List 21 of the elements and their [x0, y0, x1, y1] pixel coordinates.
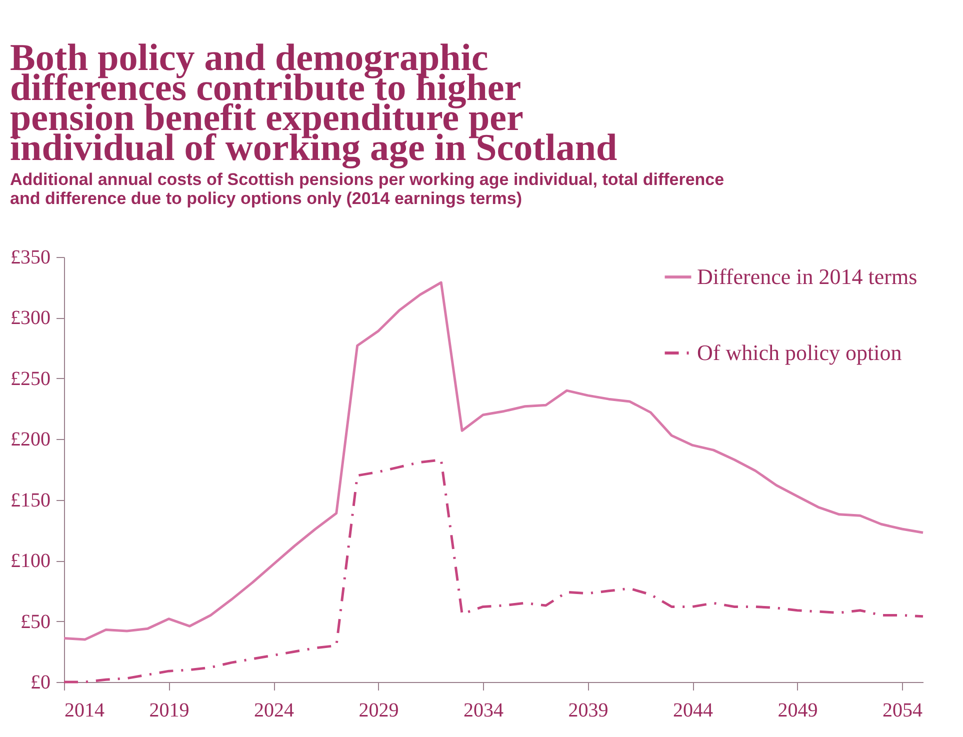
- legend-label: Difference in 2014 terms: [697, 264, 918, 289]
- y-tick-label: £300: [10, 307, 50, 330]
- y-tick-label: £100: [10, 550, 50, 572]
- legend-label: Of which policy option: [697, 340, 902, 365]
- y-tick-label: £200: [10, 428, 50, 451]
- y-tick-label: £50: [20, 610, 50, 633]
- y-tick-label: £250: [10, 368, 50, 390]
- chart-subtitle: Additional annual costs of Scottish pensions per working age individual, total difference and difference due to policy options only (2014 earnings terms): [10, 170, 724, 208]
- y-tick-label: £350: [10, 246, 50, 268]
- chart-title: Both policy and demographic differences contribute to higher pension benefit expenditure per individual of working age in Scotland: [10, 37, 618, 169]
- y-tick-label: £0: [30, 672, 50, 694]
- x-tick-label: 2044: [673, 700, 714, 722]
- x-tick-label: 2014: [64, 700, 104, 722]
- x-tick-label: 2039: [568, 700, 608, 722]
- y-tick-label: £150: [10, 489, 50, 512]
- x-tick-label: 2019: [149, 700, 190, 722]
- x-tick-label: 2029: [358, 700, 399, 722]
- x-tick-label: 2049: [778, 700, 818, 722]
- x-tick-label: 2024: [254, 700, 294, 722]
- x-tick-label: 2034: [464, 700, 504, 722]
- x-tick-label: 2054: [882, 700, 923, 722]
